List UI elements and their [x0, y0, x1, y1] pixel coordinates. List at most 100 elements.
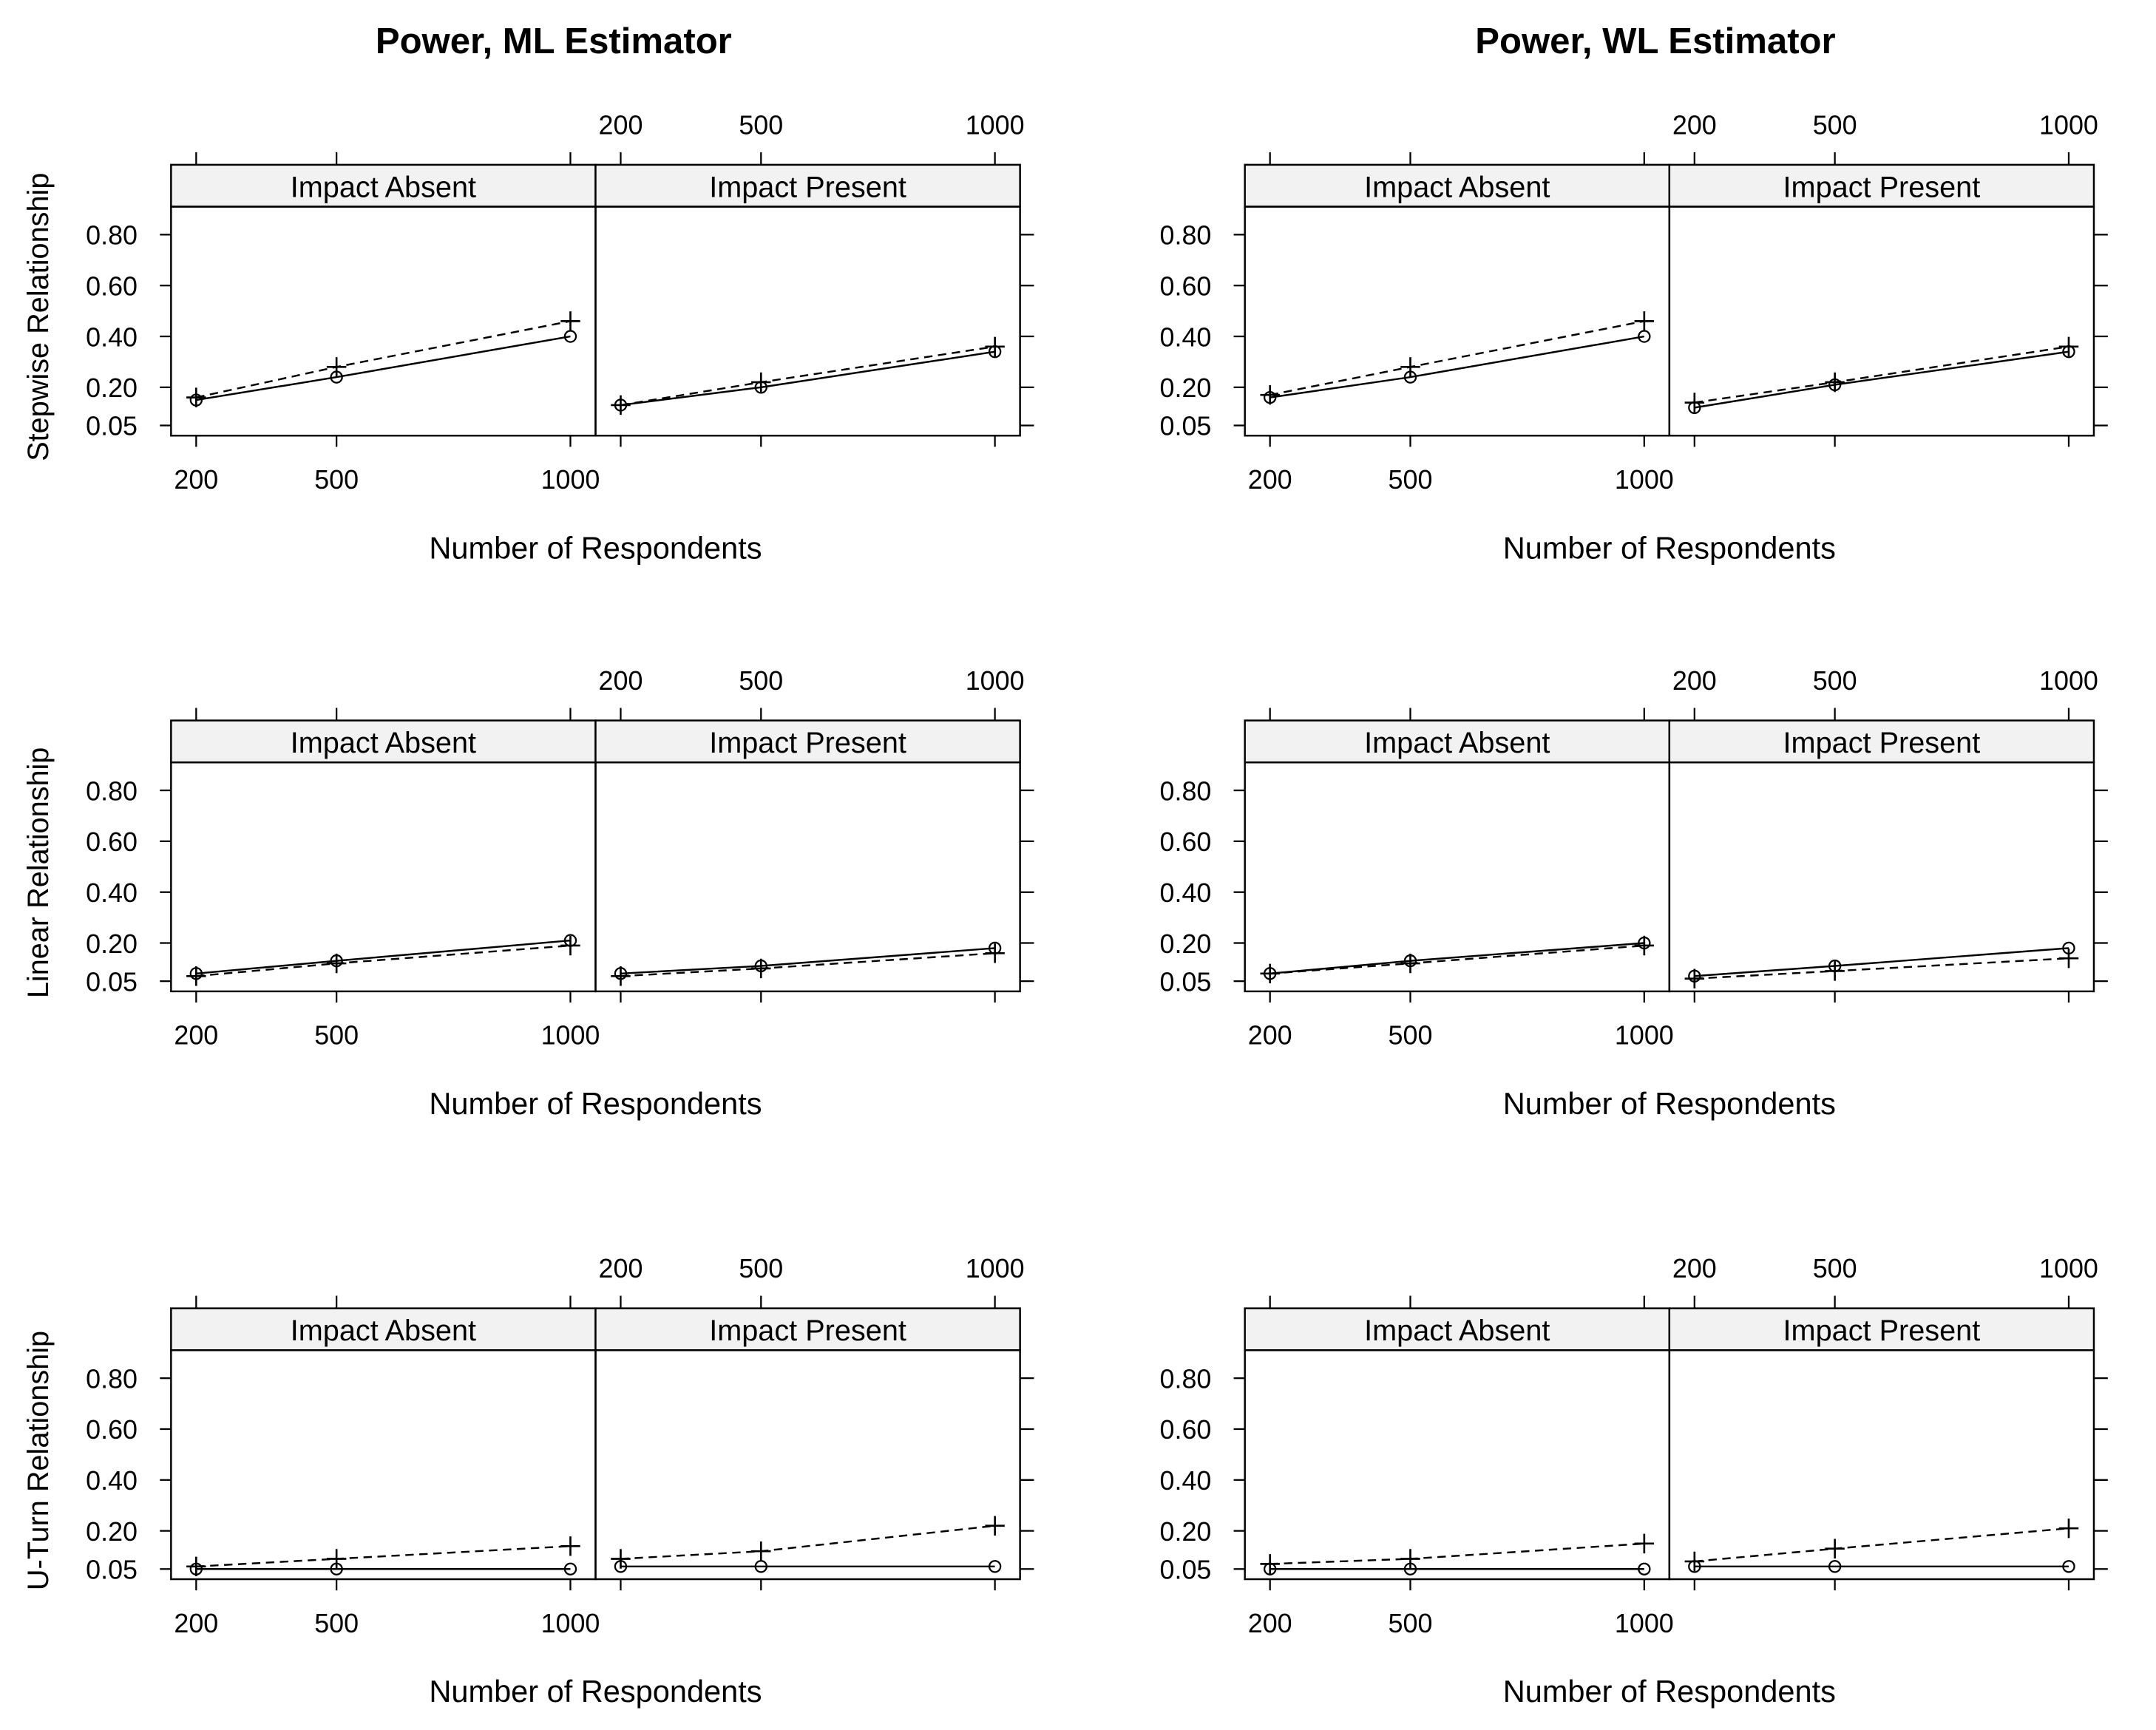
y-tick-label: 0.60 [86, 827, 138, 857]
data-point-plus [751, 958, 771, 979]
panel-strip [1244, 1307, 1671, 1351]
column-title-wl: Power, WL Estimator [1475, 21, 1835, 61]
panel-strip [1668, 719, 2095, 764]
data-point-plus [186, 1556, 206, 1577]
y-tick-label: 0.20 [1160, 929, 1212, 959]
chart-row2-col1: Linear Relationship Impact Absent 200 500 10… [22, 666, 1034, 1121]
y-tick-label: 0.20 [86, 1517, 138, 1547]
panel-strip [1244, 719, 1671, 764]
x-tick-label-top: 1000 [2039, 1254, 2098, 1283]
x-axis-label: Number of Respondents [1503, 1674, 1836, 1709]
panel-strip-label: Impact Present [709, 727, 906, 759]
x-tick-label-top: 1000 [2039, 110, 2098, 140]
y-tick-label: 0.80 [1160, 1364, 1212, 1394]
x-tick-label-top: 500 [1813, 666, 1857, 696]
chart-row3-col2: Impact Absent 200 500 1000 0.05 0.20 0.40 0.60 0… [1160, 1254, 2108, 1709]
series-line-circle [196, 335, 571, 401]
data-point-plus [1634, 935, 1655, 956]
y-tick-label: 0.05 [1160, 967, 1212, 997]
column-titles: Power, ML Estimator Power, WL Estimator [376, 21, 1836, 61]
x-tick-label-top: 200 [599, 1254, 643, 1283]
x-tick-label-top: 200 [1672, 1254, 1717, 1283]
x-tick-label: 500 [314, 1021, 359, 1051]
data-point-plus [326, 1549, 347, 1569]
y-tick-label: 0.40 [1160, 322, 1212, 352]
y-tick-label: 0.20 [86, 373, 138, 403]
y-tick-label: 0.20 [1160, 1517, 1212, 1547]
panel-strip-label: Impact Present [709, 1315, 906, 1347]
panel-impact-absent: Impact Absent 200 500 1000 0.05 0.20 0.40 0.60 0… [1160, 708, 1674, 1051]
panel-impact-absent: Impact Absent 200 500 1000 0.05 0.20 0.40 0.60 0… [1160, 152, 1674, 495]
data-point-plus [1825, 372, 1845, 393]
data-point-plus [1260, 1554, 1280, 1574]
chart-row3-col1: U-Turn Relationship Impact Absent 200 500 10… [22, 1254, 1034, 1709]
panel-impact-present: Impact Present 200 500 1000 [594, 1254, 1034, 1591]
data-point-plus [985, 336, 1005, 357]
x-tick-label-top: 1000 [966, 1254, 1025, 1283]
panel-strip [594, 163, 1021, 208]
y-tick-label: 0.60 [86, 1415, 138, 1445]
panel-strip-label: Impact Absent [1364, 1315, 1550, 1347]
data-point-plus [1400, 357, 1420, 377]
y-tick-label: 0.20 [86, 929, 138, 959]
data-point-plus [1634, 1533, 1655, 1554]
data-point-plus [611, 966, 631, 986]
data-point-plus [611, 395, 631, 415]
chart-row1-col1: Stepwise Relationship Impact Absent 200 500… [22, 110, 1034, 565]
x-tick-label-top: 200 [1672, 110, 1717, 140]
panel-strip-label: Impact Absent [291, 727, 476, 759]
data-point-plus [326, 357, 347, 377]
y-tick-label: 0.60 [1160, 1415, 1212, 1445]
panel-frame [1668, 761, 2095, 993]
panel-impact-present: Impact Present 200 500 1000 [594, 666, 1034, 1003]
data-point-plus [1400, 953, 1420, 974]
plot-grid: Stepwise Relationship Impact Absent 200 500… [22, 110, 2108, 1709]
y-tick-label: 0.60 [1160, 271, 1212, 301]
x-tick-label: 1000 [1615, 1021, 1674, 1051]
x-tick-label: 1000 [541, 465, 600, 495]
x-tick-label: 1000 [1615, 1609, 1674, 1638]
data-point-plus [1684, 1551, 1705, 1572]
x-tick-label-top: 200 [1672, 666, 1717, 696]
y-tick-label: 0.05 [1160, 412, 1212, 441]
panel-strip [1668, 163, 2095, 208]
series-line-circle [1269, 335, 1645, 398]
column-title-ml: Power, ML Estimator [376, 21, 732, 61]
data-point-plus [611, 1549, 631, 1569]
x-tick-label: 500 [1389, 1609, 1433, 1638]
data-point-circle [988, 1560, 1002, 1573]
y-tick-label: 0.80 [1160, 776, 1212, 806]
row-label: Stepwise Relationship [22, 173, 55, 461]
data-point-plus [1684, 969, 1705, 988]
y-tick-label: 0.05 [86, 412, 138, 441]
chart-row2-col2: Impact Absent 200 500 1000 0.05 0.20 0.40 0.60 0… [1160, 666, 2108, 1121]
x-tick-label-top: 500 [739, 666, 783, 696]
x-tick-label: 500 [314, 465, 359, 495]
x-axis-label: Number of Respondents [429, 530, 762, 565]
y-tick-label: 0.05 [1160, 1555, 1212, 1584]
y-tick-label: 0.80 [1160, 221, 1212, 251]
y-tick-label: 0.40 [86, 322, 138, 352]
y-tick-label: 0.05 [86, 967, 138, 997]
panel-impact-present: Impact Present 200 500 1000 [1668, 666, 2108, 1003]
row-label: U-Turn Relationship [22, 1331, 55, 1590]
row-label: Linear Relationship [22, 747, 55, 998]
data-point-plus [1400, 1549, 1420, 1569]
panel-strip-label: Impact Present [709, 171, 906, 203]
x-tick-label: 1000 [541, 1021, 600, 1051]
x-tick-label-top: 1000 [966, 110, 1025, 140]
panel-strip-label: Impact Present [1783, 1315, 1981, 1347]
y-tick-label: 0.40 [86, 1466, 138, 1496]
x-tick-label-top: 1000 [966, 666, 1025, 696]
data-point-plus [1825, 961, 1845, 981]
x-tick-label: 1000 [1615, 465, 1674, 495]
data-point-circle [1828, 1560, 1842, 1573]
x-tick-label-top: 500 [1813, 1254, 1857, 1283]
data-point-plus [1825, 1539, 1845, 1558]
x-tick-label-top: 500 [739, 1254, 783, 1283]
data-point-plus [1684, 393, 1705, 413]
y-tick-label: 0.40 [86, 878, 138, 908]
x-axis-label: Number of Respondents [429, 1674, 762, 1709]
data-point-plus [560, 311, 580, 331]
